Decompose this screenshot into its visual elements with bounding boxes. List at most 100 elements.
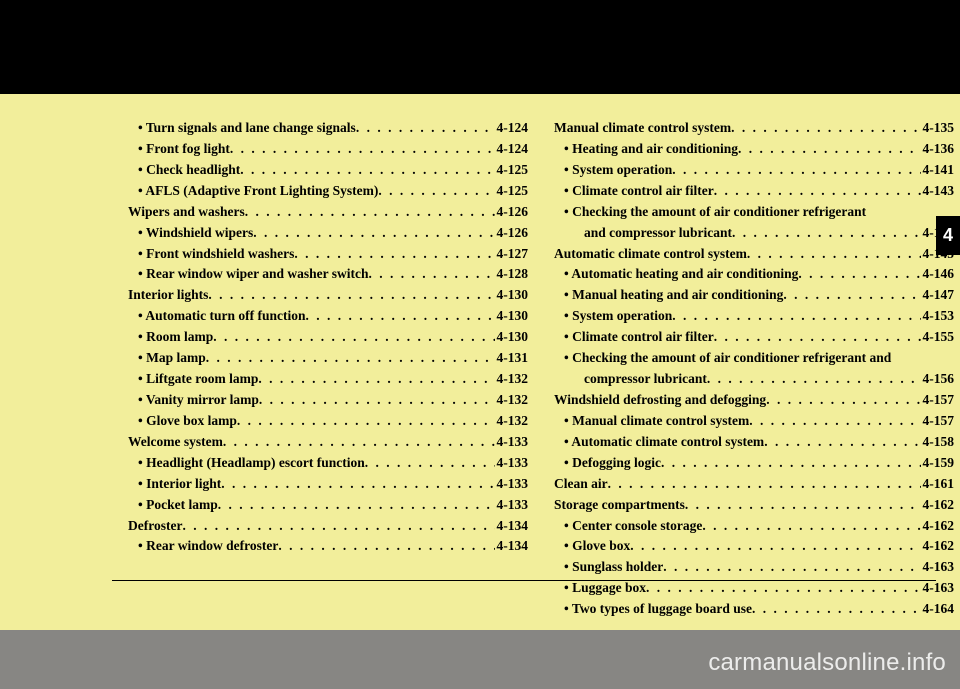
toc-leader-dots: [630, 536, 920, 557]
toc-label: Wipers and washers: [128, 202, 245, 223]
toc-entry: • Heating and air conditioning 4-136: [554, 139, 954, 160]
toc-entry: • Map lamp 4-131: [128, 348, 528, 369]
toc-entry: • Rear window defroster 4-134: [128, 536, 528, 557]
toc-entry: • Two types of luggage board use 4-164: [554, 599, 954, 620]
toc-entry: Windshield defrosting and defogging 4-15…: [554, 390, 954, 411]
toc-entry: • Glove box lamp 4-132: [128, 411, 528, 432]
toc-page-ref: 4-157: [921, 411, 955, 432]
toc-leader-dots: [258, 369, 494, 390]
toc-leader-dots: [747, 244, 921, 265]
toc-page-ref: 4-135: [921, 118, 955, 139]
toc-entry: Clean air 4-161: [554, 474, 954, 495]
toc-leader-dots: [378, 181, 494, 202]
toc-leader-dots: [783, 285, 920, 306]
toc-label: • Automatic turn off function: [138, 306, 305, 327]
toc-label: • Luggage box: [564, 578, 646, 599]
toc-label: • Headlight (Headlamp) escort function: [138, 453, 365, 474]
toc-leader-dots: [245, 202, 495, 223]
toc-label: • Checking the amount of air conditioner…: [564, 348, 891, 369]
toc-entry: • Glove box 4-162: [554, 536, 954, 557]
toc-label: • Interior light: [138, 474, 221, 495]
toc-page-ref: 4-146: [921, 264, 955, 285]
toc-entry: • System operation 4-141: [554, 160, 954, 181]
toc-leader-dots: [766, 390, 920, 411]
toc-page-ref: 4-132: [495, 390, 529, 411]
toc-column-left: • Turn signals and lane change signals 4…: [128, 118, 528, 620]
toc-page-ref: 4-126: [495, 223, 529, 244]
toc-leader-dots: [661, 453, 921, 474]
toc-page-ref: 4-125: [495, 160, 529, 181]
toc-page-ref: 4-132: [495, 411, 529, 432]
toc-entry: Storage compartments 4-162: [554, 495, 954, 516]
watermark-text: carmanualsonline.info: [708, 649, 946, 677]
toc-entry: • AFLS (Adaptive Front Lighting System) …: [128, 181, 528, 202]
toc-label: • Climate control air filter: [564, 181, 714, 202]
toc-page-ref: 4-127: [495, 244, 529, 265]
toc-label: • Manual climate control system: [564, 411, 749, 432]
toc-page-ref: 4-147: [921, 285, 955, 306]
toc-entry: compressor lubricant 4-156: [554, 369, 954, 390]
toc-leader-dots: [218, 495, 495, 516]
toc-page-ref: 4-131: [495, 348, 529, 369]
toc-page-ref: 4-143: [921, 181, 955, 202]
toc-leader-dots: [208, 285, 494, 306]
toc-label: • Automatic climate control system: [564, 432, 764, 453]
toc-leader-dots: [237, 411, 495, 432]
toc-leader-dots: [798, 264, 920, 285]
toc-page-ref: 4-163: [921, 578, 955, 599]
toc-label: • Heating and air conditioning: [564, 139, 738, 160]
toc-label: Automatic climate control system: [554, 244, 747, 265]
toc-label: • AFLS (Adaptive Front Lighting System): [138, 181, 378, 202]
toc-page-ref: 4-130: [495, 306, 529, 327]
toc-leader-dots: [356, 118, 495, 139]
toc-entry: Automatic climate control system 4-145: [554, 244, 954, 265]
toc-page-ref: 4-134: [495, 536, 529, 557]
toc-leader-dots: [672, 306, 920, 327]
toc-page-ref: 4-136: [921, 139, 955, 160]
toc-leader-dots: [223, 432, 495, 453]
toc-label: Windshield defrosting and defogging: [554, 390, 766, 411]
toc-page-ref: 4-161: [921, 474, 955, 495]
toc-page-ref: 4-153: [921, 306, 955, 327]
toc-page-ref: 4-126: [495, 202, 529, 223]
toc-label: • Check headlight: [138, 160, 240, 181]
toc-entry: • Defogging logic 4-159: [554, 453, 954, 474]
toc-label: Welcome system: [128, 432, 223, 453]
toc-entry: • Room lamp 4-130: [128, 327, 528, 348]
toc-entry: • Climate control air filter 4-143: [554, 181, 954, 202]
toc-label: • Rear window wiper and washer switch: [138, 264, 369, 285]
toc-entry: • Automatic turn off function 4-130: [128, 306, 528, 327]
toc-page-ref: 4-128: [495, 264, 529, 285]
toc-label: • Climate control air filter: [564, 327, 714, 348]
toc-leader-dots: [663, 557, 920, 578]
toc-entry: Wipers and washers 4-126: [128, 202, 528, 223]
toc-page-ref: 4-133: [495, 453, 529, 474]
toc-entry: • Rear window wiper and washer switch 4-…: [128, 264, 528, 285]
toc-label: • Windshield wipers: [138, 223, 253, 244]
toc-entry: Welcome system 4-133: [128, 432, 528, 453]
toc-leader-dots: [294, 244, 494, 265]
toc-leader-dots: [752, 599, 921, 620]
section-number: 4: [943, 225, 953, 246]
section-tab: 4: [936, 216, 960, 255]
toc-label: • Rear window defroster: [138, 536, 278, 557]
toc-entry: • Checking the amount of air conditioner…: [554, 202, 954, 223]
toc-entry: • Checking the amount of air conditioner…: [554, 348, 954, 369]
toc-entry: • Sunglass holder 4-163: [554, 557, 954, 578]
toc-leader-dots: [305, 306, 494, 327]
toc-entry: • Liftgate room lamp 4-132: [128, 369, 528, 390]
toc-page-ref: 4-164: [921, 599, 955, 620]
toc-entry: • Front windshield washers 4-127: [128, 244, 528, 265]
toc-entry: • System operation 4-153: [554, 306, 954, 327]
toc-entry: • Turn signals and lane change signals 4…: [128, 118, 528, 139]
toc-entry: • Check headlight 4-125: [128, 160, 528, 181]
toc-label: • Center console storage: [564, 516, 702, 537]
toc-label: Clean air: [554, 474, 608, 495]
toc-page-ref: 4-130: [495, 285, 529, 306]
toc-leader-dots: [253, 223, 494, 244]
toc-entry: and compressor lubricant 4-143: [554, 223, 954, 244]
toc-column-right: Manual climate control system 4-135• Hea…: [554, 118, 954, 620]
toc-leader-dots: [764, 432, 920, 453]
toc-label: • Front windshield washers: [138, 244, 294, 265]
toc-leader-dots: [732, 223, 920, 244]
